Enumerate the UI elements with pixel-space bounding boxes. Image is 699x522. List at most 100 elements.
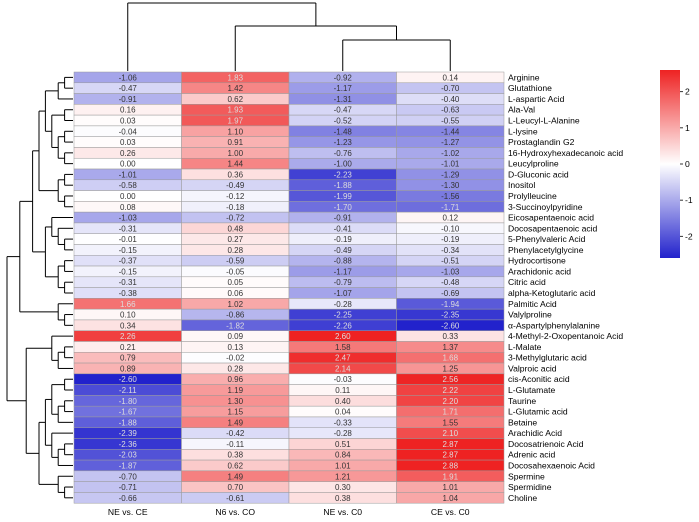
row-dendrogram bbox=[6, 76, 73, 499]
cell-value-label: 1.25 bbox=[442, 364, 458, 373]
cell-value-label: -1.07 bbox=[334, 289, 353, 298]
cell-value-label: 0.62 bbox=[227, 95, 243, 104]
row-label: Leucylproline bbox=[508, 159, 559, 169]
cell-value-label: -1.99 bbox=[334, 192, 353, 201]
cell-value-label: 1.42 bbox=[227, 84, 243, 93]
cell-value-label: -0.63 bbox=[441, 106, 460, 115]
cell-value-label: 1.01 bbox=[442, 483, 458, 492]
row-label: 16-Hydroxyhexadecanoic acid bbox=[508, 148, 623, 158]
cell-value-label: 0.51 bbox=[335, 440, 351, 449]
cell-value-label: 2.60 bbox=[335, 332, 351, 341]
cell-value-label: 1.01 bbox=[335, 461, 351, 470]
column-dendrogram bbox=[127, 2, 451, 71]
cell-value-label: -0.72 bbox=[226, 214, 245, 223]
cell-value-label: -1.27 bbox=[441, 138, 460, 147]
cell-value-label: 1.93 bbox=[227, 106, 243, 115]
cell-value-label: -0.19 bbox=[441, 235, 460, 244]
cell-value-label: 1.37 bbox=[442, 343, 458, 352]
cell-value-label: -0.19 bbox=[334, 235, 353, 244]
cell-value-label: 1.02 bbox=[227, 300, 243, 309]
cell-value-label: -1.06 bbox=[119, 73, 138, 82]
cell-value-label: -0.18 bbox=[226, 203, 245, 212]
row-label: Valproic acid bbox=[508, 363, 557, 373]
cell-value-label: 0.06 bbox=[227, 289, 243, 298]
cell-value-label: -1.03 bbox=[441, 267, 460, 276]
cell-value-label: 0.34 bbox=[120, 321, 136, 330]
cell-value-label: -0.79 bbox=[334, 278, 353, 287]
cell-value-label: 0.08 bbox=[120, 203, 136, 212]
cell-value-label: 1.19 bbox=[227, 386, 243, 395]
cell-value-label: -0.02 bbox=[226, 354, 245, 363]
cell-value-label: 1.00 bbox=[227, 149, 243, 158]
row-label: L-Leucyl-L-Alanine bbox=[508, 116, 580, 126]
cell-value-label: -0.28 bbox=[334, 300, 353, 309]
cell-value-label: -0.59 bbox=[226, 257, 245, 266]
cell-value-label: 0.10 bbox=[120, 311, 136, 320]
cell-value-label: -0.31 bbox=[119, 278, 138, 287]
cell-value-label: -2.03 bbox=[119, 451, 138, 460]
row-label: Docosatrienoic Acid bbox=[508, 439, 584, 449]
cell-value-label: 2.47 bbox=[335, 354, 351, 363]
cell-value-label: -1.48 bbox=[334, 127, 353, 136]
row-label: Glutathione bbox=[508, 83, 552, 93]
cell-value-label: -1.00 bbox=[334, 160, 353, 169]
cell-value-label: -1.01 bbox=[441, 160, 460, 169]
row-label: Docosahexaenoic Acid bbox=[508, 460, 595, 470]
cell-value-label: -2.23 bbox=[334, 170, 353, 179]
cell-value-label: 0.26 bbox=[120, 149, 136, 158]
cell-value-label: -0.70 bbox=[441, 84, 460, 93]
cell-value-label: 2.26 bbox=[120, 332, 136, 341]
row-label: Docosapentaenoic acid bbox=[508, 223, 598, 233]
row-label: Prostaglandin G2 bbox=[508, 137, 575, 147]
row-label: Arachidic Acid bbox=[508, 428, 562, 438]
cell-value-label: 0.04 bbox=[335, 408, 351, 417]
cell-value-label: 0.28 bbox=[227, 364, 243, 373]
cell-value-label: -0.69 bbox=[441, 289, 460, 298]
cell-value-label: -1.80 bbox=[119, 397, 138, 406]
row-label: Spermidine bbox=[508, 482, 552, 492]
cell-value-label: 1.44 bbox=[227, 160, 243, 169]
cell-value-label: -1.31 bbox=[334, 95, 353, 104]
row-label: 5-Phenylvaleric Acid bbox=[508, 234, 586, 244]
column-labels: NE vs. CE N6 vs. CO NE vs. C0 CE vs. C0 bbox=[108, 507, 470, 517]
row-label: Ala-Val bbox=[508, 105, 535, 115]
cell-value-label: -0.31 bbox=[119, 224, 138, 233]
cell-value-label: -0.37 bbox=[119, 257, 138, 266]
cell-value-label: -1.87 bbox=[119, 461, 138, 470]
cell-value-label: -0.47 bbox=[334, 106, 353, 115]
cell-value-label: 0.21 bbox=[120, 343, 136, 352]
cell-value-label: -1.23 bbox=[334, 138, 353, 147]
row-label: Palmitic Acid bbox=[508, 299, 557, 309]
cell-value-label: -0.58 bbox=[119, 181, 138, 190]
cell-value-label: 1.49 bbox=[227, 418, 243, 427]
cell-value-label: 0.40 bbox=[335, 397, 351, 406]
row-label: Prolylleucine bbox=[508, 191, 557, 201]
cell-value-label: -0.01 bbox=[119, 235, 138, 244]
cell-value-label: 2.10 bbox=[442, 429, 458, 438]
row-label: Spermine bbox=[508, 471, 545, 481]
cell-value-label: 1.21 bbox=[335, 472, 351, 481]
row-label: D-Gluconic acid bbox=[508, 169, 569, 179]
cell-value-label: 1.97 bbox=[227, 117, 243, 126]
cell-value-label: -0.86 bbox=[226, 311, 245, 320]
row-label: Arachidonic acid bbox=[508, 266, 571, 276]
cell-value-label: 2.14 bbox=[335, 364, 351, 373]
color-scale-tick-label: 1 bbox=[685, 123, 690, 133]
cell-value-label: -0.11 bbox=[226, 440, 244, 449]
cell-value-label: 2.88 bbox=[442, 461, 458, 470]
cell-value-label: -0.33 bbox=[334, 418, 353, 427]
cell-value-label: -2.35 bbox=[441, 311, 460, 320]
cell-value-label: -0.71 bbox=[119, 483, 138, 492]
cell-value-label: 2.22 bbox=[442, 386, 458, 395]
cell-value-label: -1.02 bbox=[441, 149, 460, 158]
cell-value-label: 0.70 bbox=[227, 483, 243, 492]
cell-value-label: -0.04 bbox=[119, 127, 138, 136]
row-label: 3-Succinoylpyridine bbox=[508, 202, 583, 212]
cell-value-label: 1.15 bbox=[227, 408, 243, 417]
row-label: 4-Methyl-2-Oxopentanoic Acid bbox=[508, 331, 623, 341]
cell-value-label: 0.13 bbox=[227, 343, 243, 352]
cell-value-label: 1.55 bbox=[442, 418, 458, 427]
cell-value-label: -1.70 bbox=[334, 203, 353, 212]
column-label: NE vs. C0 bbox=[323, 507, 362, 517]
cell-value-label: -0.92 bbox=[334, 73, 353, 82]
